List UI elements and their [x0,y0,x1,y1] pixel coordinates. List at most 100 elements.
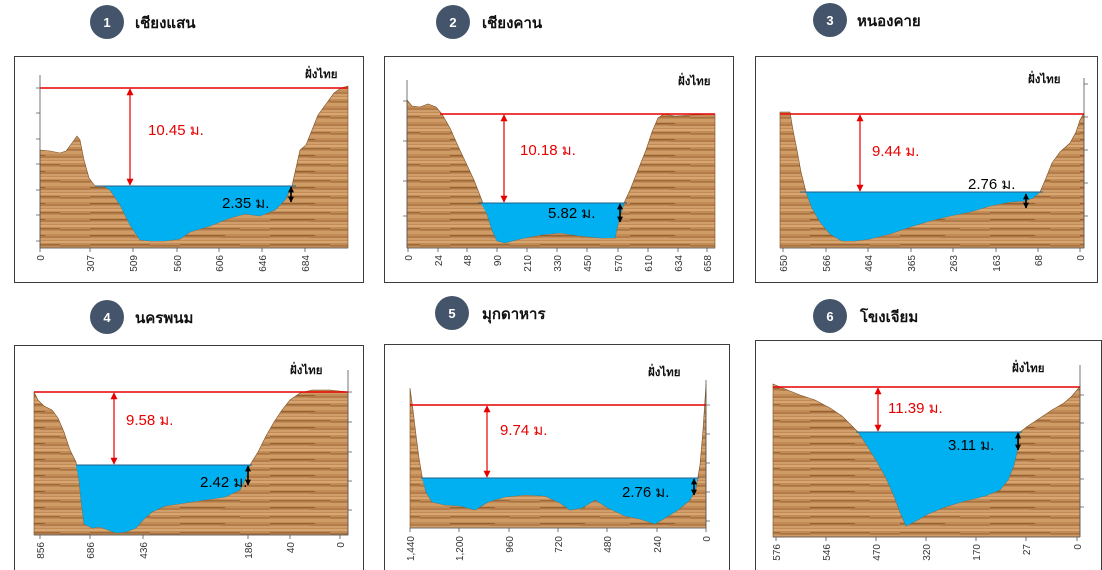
x-tick-label: 509 [129,255,140,272]
river-water [858,432,1020,526]
station-number: 2 [449,15,456,30]
thai-bank-label: ฝั่งไทย [1012,359,1044,375]
bank-height-label: 11.39 ม. [888,400,943,417]
x-tick-label: 470 [872,544,883,561]
x-tick-label: 48 [463,255,474,267]
x-tick-label: 576 [772,544,783,561]
station-number: 4 [103,310,111,325]
water-depth-label: 2.76 ม. [622,484,669,501]
water-depth-label: 5.82 ม. [548,205,595,222]
river-water [806,192,1040,241]
x-tick-label: 0 [1076,255,1087,261]
x-tick-label: 0 [702,536,713,542]
x-tick-label: 210 [523,255,534,272]
river-water [103,186,292,241]
water-depth-label: 2.35 ม. [222,195,269,212]
x-tick-label: 330 [553,255,564,272]
y-axis [705,380,710,528]
bank-height-label: 9.44 ม. [872,143,919,160]
thai-bank-label: ฝั่งไทย [648,363,680,379]
x-tick-label: 240 [653,536,664,553]
station-name: โขงเจียม [859,307,918,326]
x-tick-label: 856 [36,542,47,559]
x-tick-label: 263 [949,255,960,272]
station-number-badge [813,3,847,37]
x-tick-label: 320 [922,544,933,561]
station-panel-4: 4 นครพนม 9.58 ม. 2.42 ม. ฝั่งไทย 856 686… [14,300,364,570]
panel-frame [14,345,364,570]
x-axis [34,534,348,539]
x-tick-label: 634 [674,255,685,272]
panel-frame [384,56,734,283]
thai-bank-label: ฝั่งไทย [678,72,710,88]
x-tick-label: 1,200 [455,536,466,561]
x-tick-labels: 576 546 470 320 170 27 0 [772,544,1084,561]
x-tick-label: 450 [583,255,594,272]
water-depth-label: 3.11 ม. [948,437,994,454]
x-tick-label: 566 [822,255,833,272]
station-panel-6: 6 โขงเจียม 11.39 ม. 3.11 ม. ฝั่งไทย 576 … [755,299,1102,570]
x-tick-label: 170 [972,544,983,561]
station-name: นครพนม [135,309,193,327]
x-tick-label: 27 [1022,544,1033,556]
station-number-badge [435,296,469,330]
thai-bank-label: ฝั่งไทย [305,65,337,81]
x-tick-label: 650 [779,255,790,272]
bank-height-label: 10.18 ม. [520,142,576,159]
x-tick-label: 40 [286,542,297,554]
x-tick-label: 560 [173,255,184,272]
x-tick-label: 365 [907,255,918,272]
river-water [481,203,624,243]
y-axis [1083,78,1088,248]
x-tick-label: 960 [505,536,516,553]
x-tick-label: 464 [864,255,875,272]
panel-frame [14,56,364,283]
x-axis [39,247,348,252]
station-panel-5: 5 มุกดาหาร 9.74 ม. 2.76 ม. ฝั่งไทย 1,440… [384,296,730,570]
x-axis [407,247,715,252]
river-water [422,478,697,524]
water-depth-label: 2.76 ม. [968,176,1015,193]
x-tick-labels: 0 24 48 90 210 330 450 570 610 634 658 [404,255,714,272]
x-tick-label: 686 [86,542,97,559]
station-number: 5 [448,306,455,321]
x-axis [409,527,707,532]
thai-bank-label: ฝั่งไทย [1028,70,1060,86]
station-number: 6 [826,309,833,324]
station-number-badge [436,5,470,39]
y-axis [403,80,408,248]
thai-bank-label: ฝั่งไทย [290,361,322,377]
riverbank-terrain [33,389,349,536]
station-number: 1 [103,15,110,30]
bank-height-label: 9.58 ม. [126,412,173,429]
x-tick-labels: 0 307 509 560 606 646 684 [36,255,312,272]
x-tick-label: 0 [36,255,47,261]
x-tick-label: 0 [1073,544,1084,550]
x-tick-labels: 1,440 1,200 960 720 480 240 0 [406,536,713,561]
x-tick-label: 90 [493,255,504,267]
x-tick-label: 163 [992,255,1003,272]
station-number-badge [813,299,847,333]
y-axis [347,370,352,535]
station-panel-2: 2 เชียงคาน 10.18 ม. 5.82 ม. ฝั่งไทย 0 24… [384,5,734,283]
station-name: หนองคาย [857,12,921,30]
station-name: มุกดาหาร [482,305,546,324]
station-panel-1: 1 เชียงแสน 10.45 ม. 2.35 ม. ฝั่งไทย 0 30… [14,5,364,283]
x-tick-label: 24 [434,255,445,267]
x-tick-label: 1,440 [406,536,417,561]
panel-frame [384,344,730,570]
x-tick-label: 68 [1034,255,1045,267]
x-tick-label: 646 [258,255,269,272]
x-tick-label: 307 [86,255,97,272]
panel-frame [755,56,1098,283]
station-number: 3 [826,13,833,28]
x-axis [773,536,1080,541]
y-axis [1079,365,1084,537]
y-axis [36,75,41,248]
station-panel-3: 3 หนองคาย 9.44 ม. 2.76 ม. ฝั่งไทย 650 56… [755,3,1098,283]
station-name: เชียงแสน [135,14,196,32]
river-water [76,465,250,533]
station-number-badge [90,300,124,334]
bank-height-label: 10.45 ม. [148,122,204,139]
